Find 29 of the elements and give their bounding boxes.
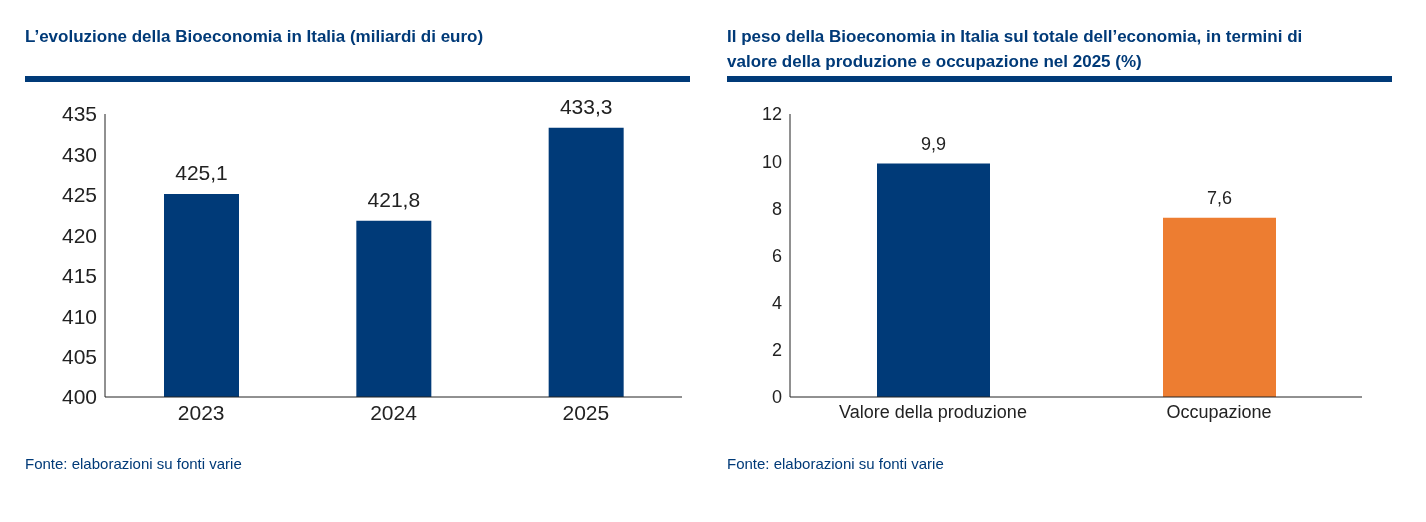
y-tick-label: 2 xyxy=(771,340,782,361)
source-note: Fonte: elaborazioni su fonti varie xyxy=(25,455,243,472)
y-tick-label: 8 xyxy=(771,198,782,219)
data-label: 425,1 xyxy=(175,161,228,185)
y-tick-label: 435 xyxy=(61,102,97,126)
y-tick-label: 425 xyxy=(61,183,97,207)
x-tick-label: 2023 xyxy=(177,400,225,424)
y-tick-label: 400 xyxy=(61,385,97,409)
y-tick-label: 415 xyxy=(61,264,97,288)
data-label: 433,3 xyxy=(559,94,613,118)
x-tick-label: 2024 xyxy=(370,400,418,424)
data-label: 9,9 xyxy=(920,133,947,154)
y-tick-label: 6 xyxy=(771,245,782,266)
y-tick-label: 405 xyxy=(61,345,97,369)
chart-title: L’evoluzione della Bioeconomia in Italia (miliardi di euro) xyxy=(25,26,485,48)
chart-title: Il peso della Bioeconomia in Italia sul totale dell’economia, in termini di valore della produzione e occupazione nel 2025 (%) xyxy=(727,26,1304,73)
y-tick-label: 410 xyxy=(61,304,97,328)
y-tick-label: 4 xyxy=(771,293,782,314)
x-tick-label: 2025 xyxy=(562,400,610,424)
x-tick-label: Occupazione xyxy=(1166,401,1272,422)
y-tick-label: 12 xyxy=(761,104,782,125)
x-tick-label: Valore della produzione xyxy=(839,401,1027,422)
y-tick-label: 10 xyxy=(761,151,782,172)
data-label: 7,6 xyxy=(1206,187,1233,208)
data-label: 421,8 xyxy=(367,187,421,211)
y-tick-label: 420 xyxy=(61,223,97,247)
y-tick-label: 0 xyxy=(771,387,782,408)
source-note: Fonte: elaborazioni su fonti varie xyxy=(727,455,945,472)
y-tick-label: 430 xyxy=(61,142,97,166)
